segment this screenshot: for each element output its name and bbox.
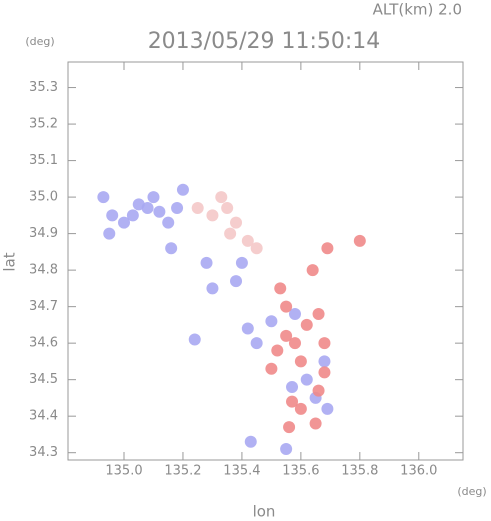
echo-point [176,183,189,196]
echo-point [235,256,248,269]
y-tick-label: 35.2 [29,117,58,132]
echo-point [244,435,257,448]
echo-point [271,344,284,357]
echo-point [321,402,334,415]
y-tick-label: 35.1 [29,153,58,168]
echo-point [280,329,293,342]
x-tick-label: 135.4 [223,464,260,479]
y-unit: (deg) [25,35,54,48]
echo-point [294,355,307,368]
echo-point [265,362,278,375]
echo-point [250,242,263,255]
echo-point [103,227,116,240]
echo-point [312,307,325,320]
echo-point [294,402,307,415]
echo-point [286,380,299,393]
plot-frame [67,61,464,461]
y-tick-label: 34.8 [29,263,58,278]
echo-point [206,282,219,295]
echo-point [241,322,254,335]
echo-point [353,234,366,247]
y-tick-label: 34.9 [29,226,58,241]
y-tick-label: 35.0 [29,190,58,205]
echo-point [188,333,201,346]
echo-point [191,202,204,215]
echo-point [250,337,263,350]
echo-point [280,300,293,313]
echo-point [97,191,110,204]
echo-point [171,202,184,215]
echo-point [153,205,166,218]
echo-point [309,417,322,430]
echo-point [288,307,301,320]
y-tick-label: 34.6 [29,336,58,351]
subtitle: ALT(km) 2.0 [373,1,462,19]
y-tick-label: 35.3 [29,80,58,95]
echo-point [118,216,131,229]
x-unit: (deg) [457,485,486,498]
echo-point [283,421,296,434]
x-tick-label: 135.6 [282,464,319,479]
echo-point [215,191,228,204]
chart-title: 2013/05/29 11:50:14 [148,29,381,54]
echo-point [206,209,219,222]
echo-point [106,209,119,222]
echo-point [230,216,243,229]
y-tick-label: 34.5 [29,372,58,387]
echo-point [141,202,154,215]
echo-point [321,242,334,255]
echo-point [318,366,331,379]
y-tick-label: 34.3 [29,445,58,460]
y-axis-label: lat [1,252,19,271]
x-tick-label: 136.0 [400,464,437,479]
echo-point [147,191,160,204]
echo-point [162,216,175,229]
x-tick-label: 135.0 [105,464,142,479]
echo-point [318,355,331,368]
echo-point [300,318,313,331]
echo-point [126,209,139,222]
x-tick-label: 135.8 [341,464,378,479]
echo-point [165,242,178,255]
echo-point [200,256,213,269]
echo-point [306,264,319,277]
echo-point [312,384,325,397]
echo-point [300,373,313,386]
echo-point [230,275,243,288]
echo-point [286,395,299,408]
x-tick-label: 135.2 [164,464,201,479]
echo-point [224,227,237,240]
y-tick-label: 34.7 [29,299,58,314]
echo-point [241,234,254,247]
echo-point [274,282,287,295]
echo-point [318,337,331,350]
echo-point [265,315,278,328]
echo-point [221,202,234,215]
x-axis-label: lon [253,503,276,521]
echo-point [288,337,301,350]
echo-point [280,443,293,456]
y-tick-label: 34.4 [29,409,58,424]
